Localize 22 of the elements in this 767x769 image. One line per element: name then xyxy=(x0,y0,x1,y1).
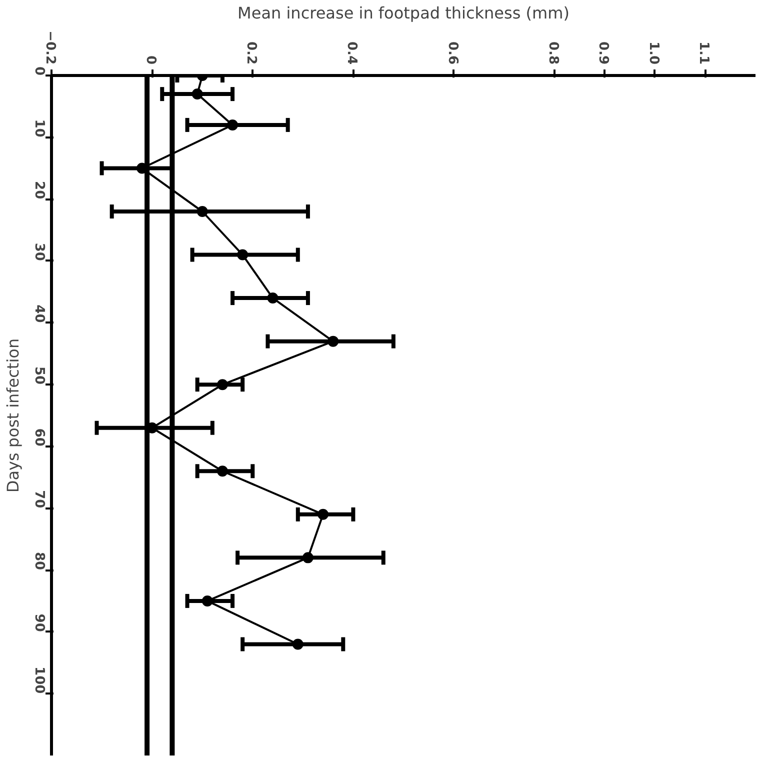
y-tick-label: 0 xyxy=(32,66,46,76)
x-tick-label: 1.0 xyxy=(646,41,661,64)
x-axis-title: Mean increase in footpad thickness (mm) xyxy=(238,4,570,23)
x-tick-label: 0.9 xyxy=(596,41,611,64)
y-tick-label: 90 xyxy=(32,614,46,632)
x-tick-label: 0.8 xyxy=(545,41,560,64)
y-axis-title: Days post infection xyxy=(4,338,22,493)
x-tick-label: 0.2 xyxy=(244,41,259,64)
y-tick-label: 50 xyxy=(32,366,46,385)
x-tick-label: 0.6 xyxy=(444,41,460,64)
y-tick-label: 100 xyxy=(32,666,46,694)
y-tick-label: 70 xyxy=(32,490,46,508)
x-tick-label: −0.2 xyxy=(42,30,58,64)
x-tick-label: 0 xyxy=(143,55,158,64)
x-tick-label: 0.4 xyxy=(344,41,360,64)
y-tick-label: 30 xyxy=(32,242,46,261)
y-tick-label: 20 xyxy=(32,181,46,200)
y-tick-label: 40 xyxy=(32,304,46,323)
y-tick-label: 60 xyxy=(32,428,46,446)
y-tick-label: 10 xyxy=(32,119,46,138)
y-tick-label: 80 xyxy=(32,552,46,570)
x-tick-label: 1.1 xyxy=(696,41,712,64)
